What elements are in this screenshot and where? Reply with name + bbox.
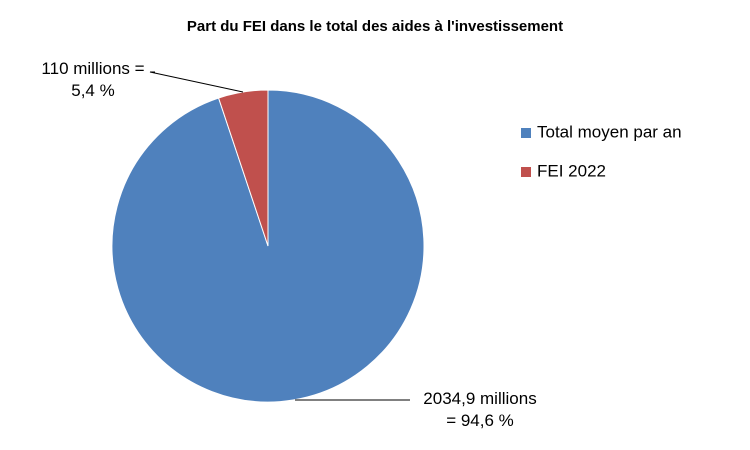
pie-slice bbox=[217, 89, 269, 247]
data-label: 2034,9 millions = 94,6 % bbox=[423, 389, 537, 430]
leader-line bbox=[149, 71, 244, 93]
pie-slice bbox=[111, 89, 425, 403]
data-label: 110 millions = 5,4 % bbox=[41, 59, 145, 100]
legend-label: FEI 2022 bbox=[537, 161, 606, 180]
legend-label: Total moyen par an bbox=[537, 122, 682, 141]
chart-title: Part du FEI dans le total des aides à l'… bbox=[187, 18, 563, 35]
legend-swatch bbox=[521, 167, 531, 177]
legend-swatch bbox=[521, 128, 531, 138]
